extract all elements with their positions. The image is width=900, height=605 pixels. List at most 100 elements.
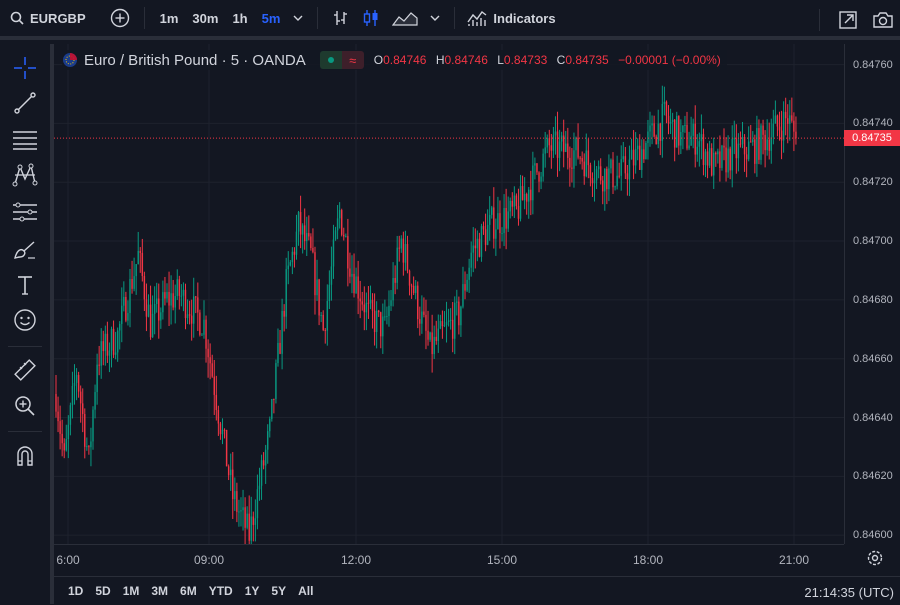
fib-tool[interactable] bbox=[11, 126, 39, 154]
range-ytd[interactable]: YTD bbox=[208, 584, 233, 598]
magnet-tool[interactable] bbox=[11, 442, 39, 470]
candle-down bbox=[211, 363, 213, 377]
candle-up bbox=[741, 136, 744, 144]
candle-up bbox=[277, 342, 279, 364]
data-delay-indicator[interactable]: ≈ bbox=[341, 51, 364, 69]
market-status[interactable]: ≈ bbox=[319, 51, 364, 69]
interval-5m[interactable]: 5m bbox=[261, 10, 281, 26]
candle-up bbox=[369, 299, 372, 304]
candle-down bbox=[279, 342, 281, 354]
interval-1h[interactable]: 1h bbox=[232, 10, 248, 26]
range-5y[interactable]: 5Y bbox=[271, 584, 287, 598]
expand-icon bbox=[839, 11, 857, 29]
market-open-indicator[interactable] bbox=[319, 51, 342, 69]
candle-up bbox=[595, 169, 598, 181]
candle-down bbox=[408, 270, 411, 286]
candle-up bbox=[692, 123, 694, 136]
snapshot-button[interactable] bbox=[868, 0, 900, 40]
chart-pane[interactable] bbox=[54, 44, 844, 557]
high-value: 0.84746 bbox=[444, 53, 488, 67]
candle-up bbox=[433, 336, 435, 355]
range-5d[interactable]: 5D bbox=[95, 584, 111, 598]
candle-up bbox=[491, 207, 493, 215]
candle-up bbox=[320, 314, 322, 316]
candle-down bbox=[184, 289, 187, 319]
candle-up bbox=[160, 312, 162, 321]
candle-up bbox=[147, 304, 150, 317]
candle-down bbox=[530, 189, 532, 201]
candlestick-chart[interactable] bbox=[54, 44, 844, 557]
compare-symbol-button[interactable] bbox=[104, 0, 136, 38]
candle-up bbox=[384, 316, 386, 318]
range-all[interactable]: All bbox=[298, 584, 314, 598]
candle-up bbox=[528, 189, 530, 202]
candle-down bbox=[525, 193, 528, 202]
candle-down bbox=[441, 321, 444, 327]
utc-clock[interactable]: 21:14:35 (UTC) bbox=[804, 585, 894, 600]
time-axis[interactable]: 6:00 09:00 12:00 15:00 18:00 21:00 bbox=[54, 544, 844, 573]
emoji-tool[interactable] bbox=[11, 306, 39, 334]
text-tool[interactable] bbox=[11, 271, 39, 299]
pattern-tool[interactable] bbox=[11, 161, 39, 189]
close-value: 0.84735 bbox=[565, 53, 609, 67]
bars-icon bbox=[334, 11, 348, 25]
candles-style-button[interactable] bbox=[356, 0, 386, 38]
candle-up bbox=[737, 143, 740, 159]
candle-down bbox=[318, 279, 320, 316]
fullscreen-button[interactable] bbox=[828, 0, 868, 40]
magnet-icon bbox=[17, 446, 33, 466]
candle-up bbox=[476, 238, 479, 249]
open-value: 0.84746 bbox=[383, 53, 427, 67]
candle-down bbox=[612, 159, 614, 188]
settings-gear-icon[interactable] bbox=[866, 549, 884, 567]
candle-up bbox=[682, 125, 684, 132]
candle-down bbox=[702, 134, 705, 165]
zoom-in-tool[interactable] bbox=[11, 392, 39, 420]
divider bbox=[819, 9, 820, 31]
measure-tool[interactable] bbox=[11, 356, 39, 384]
indicators-button[interactable]: Indicators bbox=[463, 0, 559, 38]
range-1d[interactable]: 1D bbox=[68, 584, 84, 598]
candle-down bbox=[190, 315, 193, 324]
divider bbox=[143, 7, 145, 29]
candle-down bbox=[591, 178, 594, 184]
candle-up bbox=[289, 262, 292, 266]
area-style-button[interactable] bbox=[386, 0, 424, 38]
candle-down bbox=[793, 120, 795, 132]
time-tick: 12:00 bbox=[340, 553, 372, 567]
candle-down bbox=[417, 285, 419, 320]
candle-up bbox=[67, 424, 70, 440]
candle-down bbox=[780, 130, 783, 141]
bars-style-button[interactable] bbox=[326, 0, 356, 38]
interval-1m[interactable]: 1m bbox=[159, 10, 179, 26]
candle-up bbox=[620, 159, 622, 176]
candle-up bbox=[186, 314, 189, 319]
trend-line-tool[interactable] bbox=[11, 89, 39, 117]
candle-down bbox=[158, 298, 160, 321]
crosshair-tool[interactable] bbox=[11, 54, 39, 82]
candle-up bbox=[73, 382, 76, 386]
candle-up bbox=[486, 224, 489, 245]
candle-up bbox=[554, 131, 557, 136]
price-axis[interactable]: 0.84760 0.84740 0.84720 0.84700 0.84680 0.846… bbox=[844, 44, 900, 544]
symbol-search-button[interactable]: EURGBP bbox=[0, 0, 86, 38]
candle-down bbox=[725, 147, 727, 173]
projection-tool[interactable] bbox=[11, 198, 39, 226]
range-3m[interactable]: 3M bbox=[151, 584, 169, 598]
price-tick: 0.84620 bbox=[853, 470, 893, 483]
interval-30m[interactable]: 30m bbox=[192, 10, 219, 26]
candle-up bbox=[480, 226, 483, 257]
candle-down bbox=[377, 310, 380, 313]
candle-down bbox=[232, 469, 234, 500]
range-1y[interactable]: 1Y bbox=[244, 584, 260, 598]
candle-up bbox=[558, 141, 561, 158]
candle-up bbox=[604, 168, 606, 192]
candle-down bbox=[715, 152, 717, 155]
candle-down bbox=[293, 251, 296, 255]
range-6m[interactable]: 6M bbox=[180, 584, 197, 598]
brush-tool[interactable] bbox=[11, 236, 39, 264]
candle-down bbox=[632, 149, 635, 166]
chart-type-dropdown[interactable] bbox=[424, 0, 446, 38]
range-1m[interactable]: 1M bbox=[122, 584, 140, 598]
interval-dropdown[interactable] bbox=[287, 0, 309, 38]
